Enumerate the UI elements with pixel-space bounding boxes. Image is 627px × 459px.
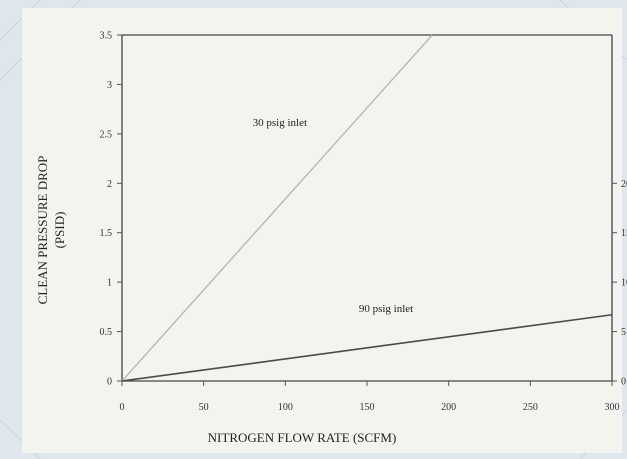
x-tick-label: 100 <box>278 402 293 413</box>
x-axis-title: NITROGEN FLOW RATE (SCFM) <box>208 430 397 445</box>
y-tick-label: 0.5 <box>100 327 113 338</box>
x-tick-label: 200 <box>441 402 456 413</box>
series-line-1 <box>121 34 433 382</box>
right-y-tick-label: 20 <box>621 179 627 190</box>
y-tick-label: 0 <box>107 377 112 388</box>
x-tick-label: 300 <box>605 402 620 413</box>
series-annotation: 30 psig inlet <box>253 117 307 129</box>
y-tick-label: 3 <box>107 80 112 91</box>
right-y-tick-label: 5 <box>621 327 626 338</box>
series-line-2 <box>121 313 613 382</box>
y-tick-label: 2 <box>107 179 112 190</box>
y-tick-label: 3.5 <box>100 31 113 42</box>
y-axis-title-line2: (PSID) <box>52 212 67 249</box>
annotations-layer: 30 psig inlet 90 psig inlet <box>253 117 414 315</box>
ticks-layer: 0 50 100 150 200 250 300 0 0.5 1 1.5 2 2.5 3 3.5 0 5 10 15… <box>100 31 627 414</box>
right-y-tick-label: 10 <box>621 278 627 289</box>
x-tick-label: 150 <box>360 402 375 413</box>
y-tick-label: 2.5 <box>100 129 113 140</box>
series-annotation: 90 psig inlet <box>359 303 413 315</box>
y-tick-label: 1 <box>107 278 112 289</box>
y-tick-label: 1.5 <box>100 228 113 239</box>
x-tick-label: 250 <box>523 402 538 413</box>
x-tick-label: 50 <box>199 402 209 413</box>
series-layer <box>121 34 613 382</box>
plot-paper <box>22 8 622 453</box>
y-axis-title-line1: CLEAN PRESSURE DROP <box>35 156 50 305</box>
right-y-tick-label: 0 <box>621 377 626 388</box>
right-y-tick-label: 15 <box>621 228 627 239</box>
x-tick-label: 0 <box>120 402 125 413</box>
